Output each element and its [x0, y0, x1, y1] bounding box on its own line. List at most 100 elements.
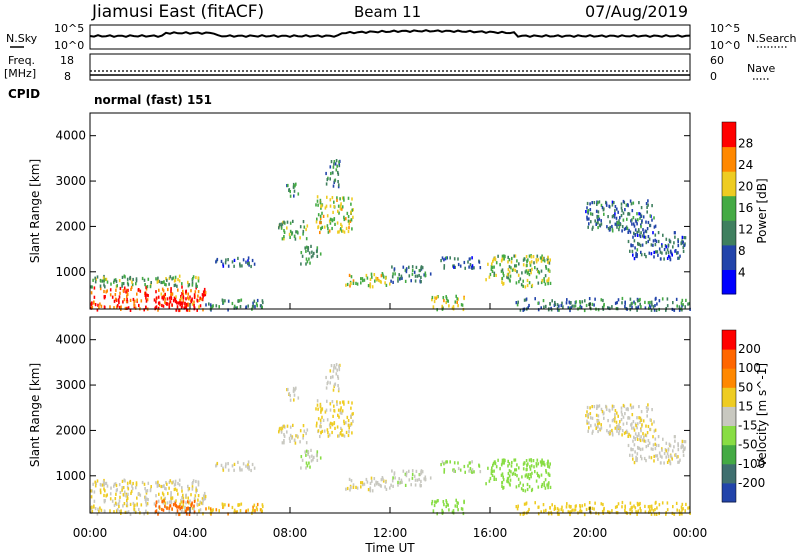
echo-cell: [442, 296, 445, 300]
echo-cell: [420, 275, 422, 279]
echo-cell: [627, 416, 629, 420]
echo-cell: [446, 299, 449, 303]
echo-cell: [547, 282, 549, 286]
echo-cell: [501, 461, 504, 465]
echo-cell: [195, 490, 197, 494]
echo-cell: [644, 504, 646, 508]
echo-cell: [176, 301, 178, 305]
echo-cell: [283, 433, 285, 437]
echo-cell: [541, 482, 544, 487]
power-colorbar-label: Power [dB]: [755, 178, 769, 243]
colorbar-tick-label: -200: [738, 476, 765, 490]
echo-cell: [311, 454, 313, 458]
echo-cell: [640, 214, 642, 218]
echo-cell: [639, 302, 641, 306]
echo-cell: [617, 414, 619, 418]
echo-cell: [113, 306, 115, 310]
echo-cell: [183, 306, 185, 310]
echo-cell: [644, 300, 646, 304]
echo-cell: [526, 482, 529, 487]
echo-cell: [115, 305, 118, 309]
echo-cell: [380, 274, 383, 278]
echo-cell: [196, 488, 198, 492]
echo-cell: [333, 421, 335, 426]
echo-cell: [182, 496, 185, 500]
echo-cell: [537, 270, 540, 274]
echo-cell: [680, 242, 683, 246]
echo-cell: [239, 509, 242, 513]
echo-cell: [637, 503, 639, 507]
x-tick-label: 20:00: [573, 526, 608, 540]
echo-cell: [453, 257, 456, 261]
echo-cell: [327, 431, 329, 435]
echo-cell: [113, 278, 116, 282]
echo-cell: [242, 258, 245, 262]
echo-cell: [111, 295, 114, 299]
echo-cell: [224, 465, 227, 469]
echo-cell: [562, 509, 564, 513]
echo-cell: [99, 491, 102, 495]
echo-cell: [103, 483, 105, 487]
echo-cell: [193, 507, 195, 512]
echo-cell: [248, 263, 250, 267]
noise-right-tick-top: 10^5: [710, 22, 740, 35]
echo-cell: [293, 234, 296, 238]
echo-cell: [168, 500, 171, 504]
echo-cell: [174, 501, 177, 505]
echo-cell: [665, 237, 668, 241]
echo-cell: [338, 162, 340, 166]
echo-cell: [315, 453, 318, 457]
echo-cell: [684, 509, 686, 513]
echo-cell: [306, 260, 309, 264]
echo-cell: [174, 299, 177, 303]
echo-cell: [497, 458, 499, 462]
echo-cell: [652, 435, 654, 439]
echo-cell: [411, 272, 414, 276]
echo-cell: [240, 502, 243, 506]
echo-cell: [445, 300, 447, 305]
echo-cell: [643, 252, 646, 257]
echo-cell: [162, 297, 165, 301]
echo-cell: [642, 234, 644, 238]
echo-cell: [157, 512, 159, 516]
echo-cell: [96, 479, 99, 483]
echo-cell: [203, 491, 206, 496]
echo-cell: [157, 306, 160, 310]
echo-cell: [129, 512, 132, 516]
echo-cell: [588, 297, 591, 301]
echo-cell: [119, 305, 121, 310]
echo-cell: [194, 290, 197, 294]
echo-cell: [591, 506, 594, 510]
echo-cell: [379, 279, 382, 284]
x-tick-label: 08:00: [273, 526, 308, 540]
echo-cell: [595, 426, 597, 430]
echo-cell: [443, 266, 445, 270]
echo-cell: [175, 295, 177, 299]
echo-cell: [506, 273, 509, 277]
echo-cell: [543, 460, 545, 464]
echo-cell: [626, 227, 629, 231]
echo-cell: [493, 477, 495, 481]
echo-cell: [133, 503, 135, 508]
noise-sky-line: [89, 29, 691, 38]
echo-cell: [302, 220, 305, 224]
echo-cell: [278, 226, 280, 230]
echo-cell: [256, 508, 258, 512]
echo-cell: [351, 401, 353, 405]
echo-cell: [177, 277, 179, 282]
echo-cell: [423, 477, 425, 481]
echo-cell: [642, 215, 645, 219]
echo-cell: [255, 506, 258, 510]
echo-cell: [414, 483, 417, 487]
echo-cell: [202, 512, 204, 516]
echo-cell: [335, 159, 338, 163]
echo-cell: [652, 239, 655, 243]
echo-cell: [586, 206, 588, 210]
echo-cell: [471, 460, 473, 464]
echo-cell: [682, 507, 684, 511]
echo-cell: [143, 308, 145, 312]
echo-cell: [171, 497, 173, 501]
echo-cell: [639, 243, 642, 248]
echo-cell: [355, 485, 357, 489]
